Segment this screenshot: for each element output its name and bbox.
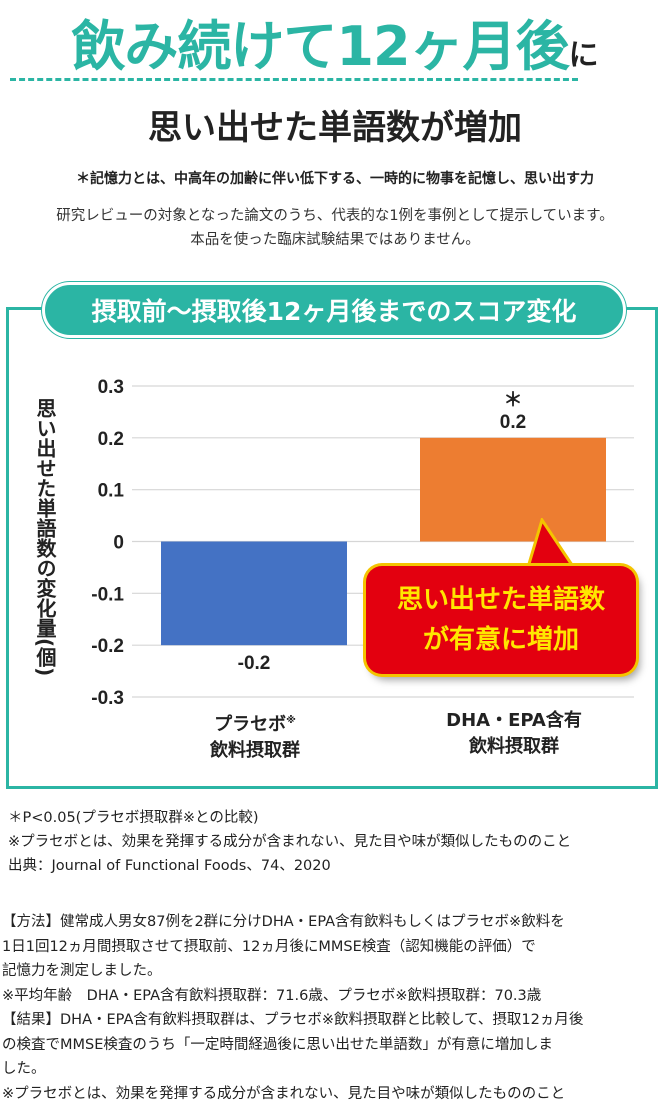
bar xyxy=(161,541,347,646)
category-line: プラセボ xyxy=(214,714,287,735)
review-disclaimer: 研究レビューの対象となった論文のうち、代表的な1例を事例として提示しています。 … xyxy=(0,204,670,252)
headline: 飲み続けて12ヶ月後に xyxy=(0,2,670,81)
headline-suffix: に xyxy=(568,38,599,73)
y-tick-label: 0.1 xyxy=(98,481,125,502)
category-line: DHA・EPA含有 xyxy=(446,710,582,731)
category-line: 飲料摂取群 xyxy=(210,740,300,761)
y-tick-label: 0.3 xyxy=(98,377,124,398)
chart-title: 摂取前〜摂取後12ヶ月後までのスコア変化 xyxy=(42,282,626,338)
review-line: 本品を使った臨床試験結果ではありません。 xyxy=(190,232,480,248)
y-tick-label: 0 xyxy=(113,533,124,554)
category-line: 飲料摂取群 xyxy=(469,736,559,757)
review-line: 研究レビューの対象となった論文のうち、代表的な1例を事例として提示しています。 xyxy=(56,208,614,224)
method-line: した。 xyxy=(2,1061,46,1077)
bar xyxy=(420,437,606,542)
y-tick-label: -0.1 xyxy=(91,584,124,605)
subheadline: 思い出せた単語数が増加 xyxy=(148,108,522,148)
bar-chart: 0.30.20.10-0.1-0.2-0.3 -0.20.2＊ xyxy=(91,377,634,709)
method-line: ※プラセボとは、効果を発揮する成分が含まれない、見た目や味が類似したもののこと xyxy=(2,1085,566,1102)
method-line: 1日1回12ヵ月間摂取させて摂取前、12ヵ月後にMMSE検査（認知機能の評価）で xyxy=(2,938,536,955)
method-line: 記憶力を測定しました。 xyxy=(2,963,162,979)
footnote: ※プラセボとは、効果を発揮する成分が含まれない、見た目や味が類似したもののこと xyxy=(8,834,572,850)
method-results: 【方法】健常成人男女87例を2群に分けDHA・EPA含有飲料もしくはプラセボ※飲… xyxy=(2,910,670,1106)
callout-line: が有意に増加 xyxy=(422,625,579,655)
category-label-placebo: プラセボ※ 飲料摂取群 xyxy=(155,708,355,764)
y-tick-labels: 0.3 0.2 0.1 0 -0.1 -0.2 -0.3 xyxy=(91,377,124,709)
data-label: 0.2 xyxy=(500,412,526,433)
significance-callout: 思い出せた単語数 が有意に増加 xyxy=(366,566,636,674)
dashed-divider xyxy=(10,78,578,81)
category-label-dha-epa: DHA・EPA含有 飲料摂取群 xyxy=(414,708,614,760)
data-labels: -0.2 0.2＊ xyxy=(238,390,527,674)
y-tick-label: -0.3 xyxy=(91,688,124,709)
y-tick-label: -0.2 xyxy=(91,636,124,657)
memory-definition-note: ＊記憶力とは、中高年の加齢に伴い低下する、一時的に物事を記憶し、思い出す力 xyxy=(76,171,594,187)
footnote: ＊P<0.05(プラセボ摂取群※との比較) xyxy=(8,810,259,826)
method-line: の検査でMMSE検査のうち「一定時間経過後に思い出せた単語数」が有意に増加しま xyxy=(2,1036,553,1053)
y-axis-label: 思い出せた単語数の変化量(個) xyxy=(33,398,57,677)
footnotes: ＊P<0.05(プラセボ摂取群※との比較) ※プラセボとは、効果を発揮する成分が… xyxy=(8,806,668,878)
headline-main: 飲み続けて12ヶ月後 xyxy=(71,15,569,78)
method-line: ※平均年齢 DHA・EPA含有飲料摂取群：71.6歳、プラセボ※飲料摂取群：70… xyxy=(2,987,542,1004)
bars xyxy=(161,437,606,646)
category-sup-mark: ※ xyxy=(286,715,296,726)
method-line: 【結果】DHA・EPA含有飲料摂取群は、プラセボ※飲料摂取群と比較して、摂取12… xyxy=(2,1012,584,1028)
footnote: 出典：Journal of Functional Foods、74、2020 xyxy=(8,858,331,874)
data-label: -0.2 xyxy=(238,653,271,674)
significance-mark: ＊ xyxy=(503,390,522,411)
y-tick-label: 0.2 xyxy=(98,429,124,450)
callout-line: 思い出せた単語数 xyxy=(396,585,605,615)
method-line: 【方法】健常成人男女87例を2群に分けDHA・EPA含有飲料もしくはプラセボ※飲… xyxy=(2,914,565,930)
